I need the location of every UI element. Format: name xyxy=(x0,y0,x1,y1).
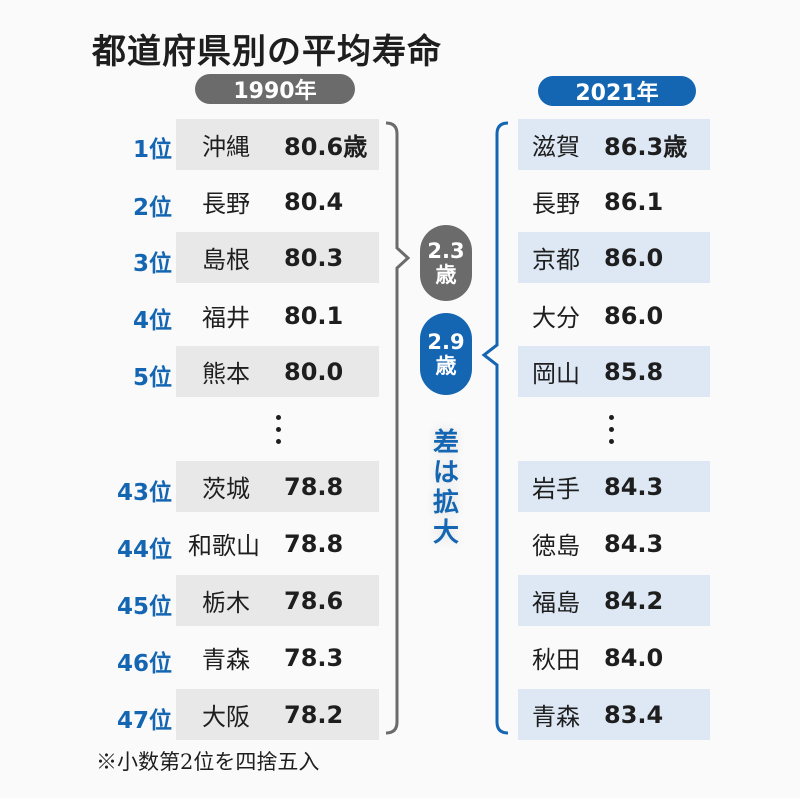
rank-label: 43位 xyxy=(116,480,172,506)
life-expectancy-value: 80.3 xyxy=(284,243,344,272)
table-row: 茨城 78.8 xyxy=(176,461,379,512)
life-expectancy-value: 78.8 xyxy=(284,472,344,501)
year-label-1990: 1990年 xyxy=(195,74,355,104)
prefecture-name: 長野 xyxy=(532,190,580,218)
table-row: 熊本 80.0 xyxy=(176,346,379,397)
table-row: 岡山 85.8 xyxy=(518,346,710,397)
rank-label: 47位 xyxy=(116,708,172,734)
table-row: 福島 84.2 xyxy=(518,575,710,626)
table-row: 青森 78.3 xyxy=(176,632,379,683)
bracket-1990-icon xyxy=(385,121,411,735)
prefecture-name: 沖縄 xyxy=(202,133,250,161)
prefecture-name: 大分 xyxy=(532,304,580,332)
prefecture-name: 島根 xyxy=(202,246,250,274)
ellipsis-vertical-icon xyxy=(609,415,615,451)
prefecture-name: 大阪 xyxy=(202,703,250,731)
bracket-2021-icon xyxy=(481,121,509,735)
table-row: 沖縄 80.6歳 xyxy=(176,119,379,170)
life-expectancy-value: 86.1 xyxy=(604,187,664,216)
table-row: 大阪 78.2 xyxy=(176,689,379,740)
life-expectancy-value: 80.1 xyxy=(284,301,344,330)
table-row: 大分 86.0 xyxy=(518,290,710,341)
table-row: 青森 83.4 xyxy=(518,689,710,740)
life-expectancy-value: 80.0 xyxy=(284,357,344,386)
life-expectancy-value: 84.2 xyxy=(604,586,664,615)
rank-label: 44位 xyxy=(116,537,172,563)
life-expectancy-value: 84.3 xyxy=(604,472,664,501)
table-row: 京都 86.0 xyxy=(518,232,710,283)
gap-badge-2021: 2.9 歳 xyxy=(420,313,472,395)
ellipsis-vertical-icon xyxy=(276,415,282,451)
table-row: 岩手 84.3 xyxy=(518,461,710,512)
chart-title: 都道府県別の平均寿命 xyxy=(92,32,442,72)
prefecture-name: 岩手 xyxy=(532,475,580,503)
life-expectancy-value: 80.6歳 xyxy=(284,133,368,161)
table-row: 徳島 84.3 xyxy=(518,518,710,569)
table-row: 栃木 78.6 xyxy=(176,575,379,626)
prefecture-name: 徳島 xyxy=(532,532,580,560)
rank-label: 46位 xyxy=(116,651,172,677)
prefecture-name: 福島 xyxy=(532,589,580,617)
life-expectancy-value: 80.4 xyxy=(284,187,344,216)
life-expectancy-value: 86.0 xyxy=(604,301,664,330)
prefecture-name: 青森 xyxy=(202,646,250,674)
prefecture-name: 福井 xyxy=(202,304,250,332)
life-expectancy-value: 78.3 xyxy=(284,643,344,672)
prefecture-name: 岡山 xyxy=(532,360,580,388)
prefecture-name: 秋田 xyxy=(532,646,580,674)
life-expectancy-value: 78.8 xyxy=(284,529,344,558)
rank-label: 45位 xyxy=(116,594,172,620)
rank-label: 5位 xyxy=(132,365,172,391)
life-expectancy-value: 84.3 xyxy=(604,529,664,558)
prefecture-name: 和歌山 xyxy=(188,532,260,560)
table-row: 滋賀 86.3歳 xyxy=(518,119,710,170)
life-expectancy-value: 86.3歳 xyxy=(604,133,688,161)
annotation-gap-widened: 差は拡大差は拡大 xyxy=(432,428,459,548)
prefecture-name: 長野 xyxy=(202,190,250,218)
prefecture-name: 青森 xyxy=(532,703,580,731)
table-row: 島根 80.3 xyxy=(176,232,379,283)
rank-label: 1位 xyxy=(132,137,172,163)
prefecture-name: 熊本 xyxy=(202,360,250,388)
footnote: ※小数第2位を四捨五入 xyxy=(96,750,320,774)
life-expectancy-value: 78.2 xyxy=(284,700,344,729)
prefecture-name: 京都 xyxy=(532,246,580,274)
life-expectancy-value: 84.0 xyxy=(604,643,664,672)
life-expectancy-value: 86.0 xyxy=(604,243,664,272)
table-row: 和歌山 78.8 xyxy=(176,518,379,569)
year-label-2021: 2021年 xyxy=(538,76,696,106)
table-row: 福井 80.1 xyxy=(176,290,379,341)
table-row: 長野 86.1 xyxy=(518,176,710,227)
rank-label: 2位 xyxy=(132,195,172,221)
table-row: 秋田 84.0 xyxy=(518,632,710,683)
life-expectancy-value: 83.4 xyxy=(604,700,664,729)
life-expectancy-value: 85.8 xyxy=(604,357,664,386)
prefecture-name: 栃木 xyxy=(202,589,250,617)
prefecture-name: 滋賀 xyxy=(532,133,580,161)
rank-label: 3位 xyxy=(132,251,172,277)
gap-badge-1990: 2.3 歳 xyxy=(420,225,472,301)
life-expectancy-value: 78.6 xyxy=(284,586,344,615)
table-row: 長野 80.4 xyxy=(176,176,379,227)
rank-label: 4位 xyxy=(132,308,172,334)
prefecture-name: 茨城 xyxy=(202,475,250,503)
